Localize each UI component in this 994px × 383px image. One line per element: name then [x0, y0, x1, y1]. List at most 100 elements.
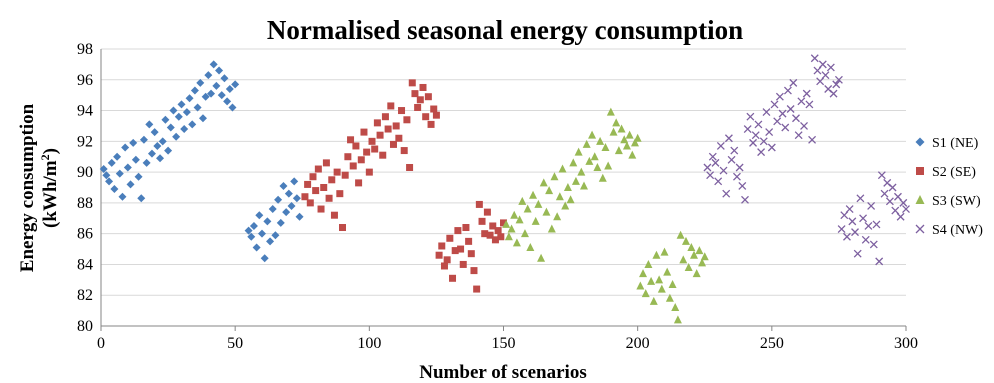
data-point-s4-8 — [722, 189, 731, 198]
data-point-s4-20 — [754, 120, 763, 129]
data-point-s1-13 — [131, 155, 140, 164]
data-point-s1-70 — [295, 212, 304, 221]
data-point-s2-41 — [408, 79, 416, 87]
y-tick-98: 98 — [77, 41, 93, 58]
data-point-s4-23 — [762, 108, 771, 117]
data-point-s3-35 — [593, 162, 602, 171]
data-point-s2-59 — [457, 245, 465, 253]
data-point-s2-68 — [481, 230, 489, 238]
data-point-s4-70 — [888, 183, 897, 192]
data-point-s4-39 — [805, 100, 814, 109]
data-point-s1-58 — [263, 217, 272, 226]
data-point-s4-22 — [759, 137, 768, 146]
data-point-s3-7 — [518, 196, 527, 205]
data-point-s1-57 — [260, 254, 269, 263]
data-point-s4-58 — [856, 194, 865, 203]
y-tick-92: 92 — [77, 133, 93, 150]
data-point-s1-2 — [102, 171, 111, 180]
data-point-s1-38 — [198, 114, 207, 123]
data-point-s1-48 — [225, 85, 234, 94]
legend-marker-4 — [915, 224, 925, 234]
data-point-s1-19 — [147, 149, 156, 158]
data-point-s2-7 — [317, 205, 325, 213]
y-axis-label-line2-suffix: ) — [40, 148, 61, 154]
data-point-s2-22 — [357, 156, 365, 164]
data-point-s1-47 — [223, 97, 232, 106]
data-point-s1-60 — [268, 205, 277, 214]
data-point-s4-25 — [767, 143, 776, 152]
data-point-s4-65 — [875, 257, 884, 266]
data-point-s3-33 — [588, 130, 597, 139]
data-point-s4-14 — [738, 182, 747, 190]
data-point-s3-65 — [673, 315, 682, 324]
data-point-s1-65 — [282, 208, 291, 217]
data-point-s3-47 — [625, 130, 634, 139]
data-point-s4-73 — [896, 212, 905, 221]
data-point-s2-65 — [473, 285, 481, 293]
x-tick-300: 300 — [894, 335, 918, 352]
data-point-s1-44 — [215, 66, 224, 75]
data-point-s4-35 — [794, 131, 803, 140]
data-point-s2-29 — [376, 131, 384, 139]
data-point-s3-66 — [676, 230, 685, 239]
data-point-s2-14 — [336, 190, 344, 198]
data-point-s4-34 — [792, 114, 800, 123]
y-axis-label-line1: Energy consumption — [17, 103, 38, 272]
data-point-s3-38 — [601, 142, 610, 151]
series-2 — [301, 79, 507, 293]
axis-layer — [100, 49, 907, 331]
data-point-s1-6 — [113, 152, 122, 161]
data-point-s3-39 — [604, 161, 613, 170]
data-point-s2-42 — [411, 90, 419, 98]
data-point-s4-69 — [885, 197, 894, 206]
data-point-s3-67 — [679, 255, 688, 264]
data-point-s1-33 — [185, 94, 194, 103]
data-point-s4-41 — [810, 54, 819, 63]
data-point-s4-5 — [714, 177, 723, 186]
data-point-s1-3 — [105, 177, 114, 186]
data-point-s3-72 — [692, 269, 701, 278]
data-point-s1-24 — [161, 115, 170, 124]
data-point-s1-32 — [182, 108, 191, 117]
data-point-s3-25 — [566, 195, 575, 204]
data-point-s1-53 — [249, 221, 258, 230]
data-point-s4-62 — [867, 202, 876, 210]
data-point-s4-61 — [864, 222, 873, 230]
data-point-s2-40 — [406, 163, 414, 171]
data-point-s1-50 — [231, 80, 240, 89]
data-point-s1-52 — [247, 232, 256, 241]
data-point-s2-25 — [365, 168, 373, 176]
data-point-s3-21 — [555, 192, 564, 201]
data-point-s1-30 — [177, 100, 186, 109]
data-point-s1-40 — [204, 71, 213, 80]
data-point-s1-46 — [220, 74, 229, 83]
y-tick-94: 94 — [77, 103, 93, 120]
legend-item-1: S1 (NE) — [915, 136, 979, 151]
x-tick-200: 200 — [626, 335, 650, 352]
data-point-s3-58 — [655, 275, 664, 284]
data-point-s2-63 — [467, 250, 475, 258]
data-point-s2-36 — [395, 134, 403, 142]
data-point-s2-43 — [414, 103, 422, 111]
data-point-s2-31 — [381, 113, 389, 121]
data-point-s4-51 — [837, 225, 846, 234]
data-point-s1-67 — [287, 201, 296, 210]
data-point-s2-61 — [462, 224, 470, 232]
legend-label-4: S4 (NW) — [932, 223, 983, 238]
data-point-s2-19 — [349, 162, 357, 170]
data-point-s4-75 — [902, 205, 910, 214]
data-point-s3-8 — [520, 229, 529, 238]
data-point-s3-62 — [665, 293, 674, 302]
data-point-s2-2 — [304, 180, 312, 188]
data-point-s1-20 — [150, 128, 159, 137]
data-point-s3-51 — [636, 281, 645, 290]
x-tick-0: 0 — [97, 335, 105, 352]
data-point-s4-33 — [789, 78, 798, 87]
data-point-s2-34 — [389, 140, 397, 148]
data-point-s2-33 — [387, 102, 395, 110]
data-point-s4-36 — [797, 97, 806, 106]
data-point-s3-29 — [577, 167, 586, 176]
data-point-s4-44 — [818, 60, 827, 69]
data-point-s2-32 — [384, 125, 392, 133]
data-point-s1-14 — [134, 172, 143, 181]
